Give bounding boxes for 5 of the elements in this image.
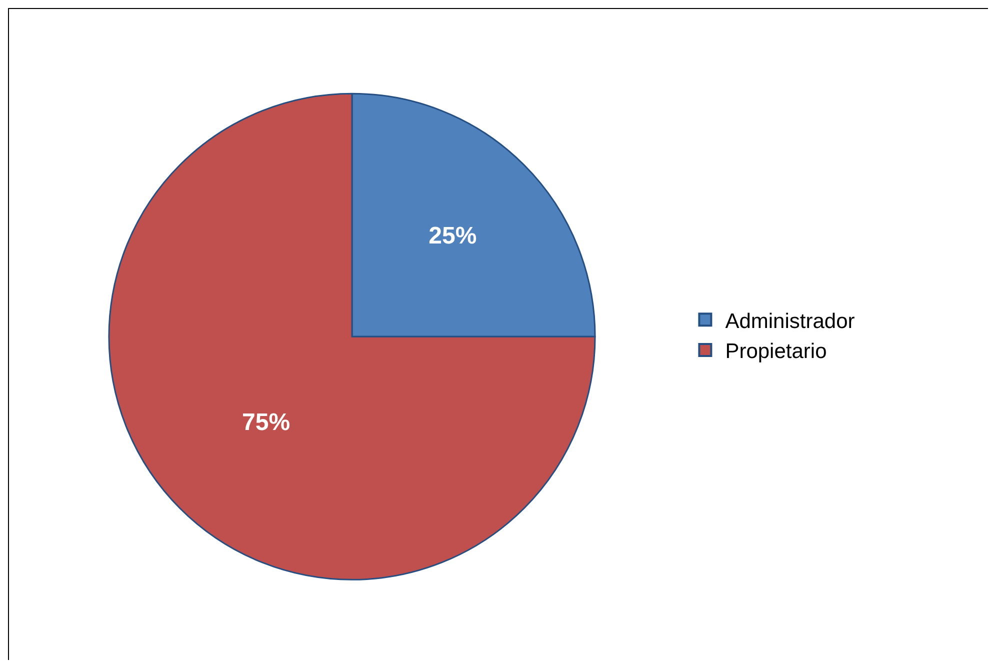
legend-label: Propietario xyxy=(725,340,827,364)
pie-slice xyxy=(108,92,596,580)
legend-label: Administrador xyxy=(725,310,855,333)
data-label: 75% xyxy=(242,409,290,436)
data-label: 25% xyxy=(428,222,477,250)
